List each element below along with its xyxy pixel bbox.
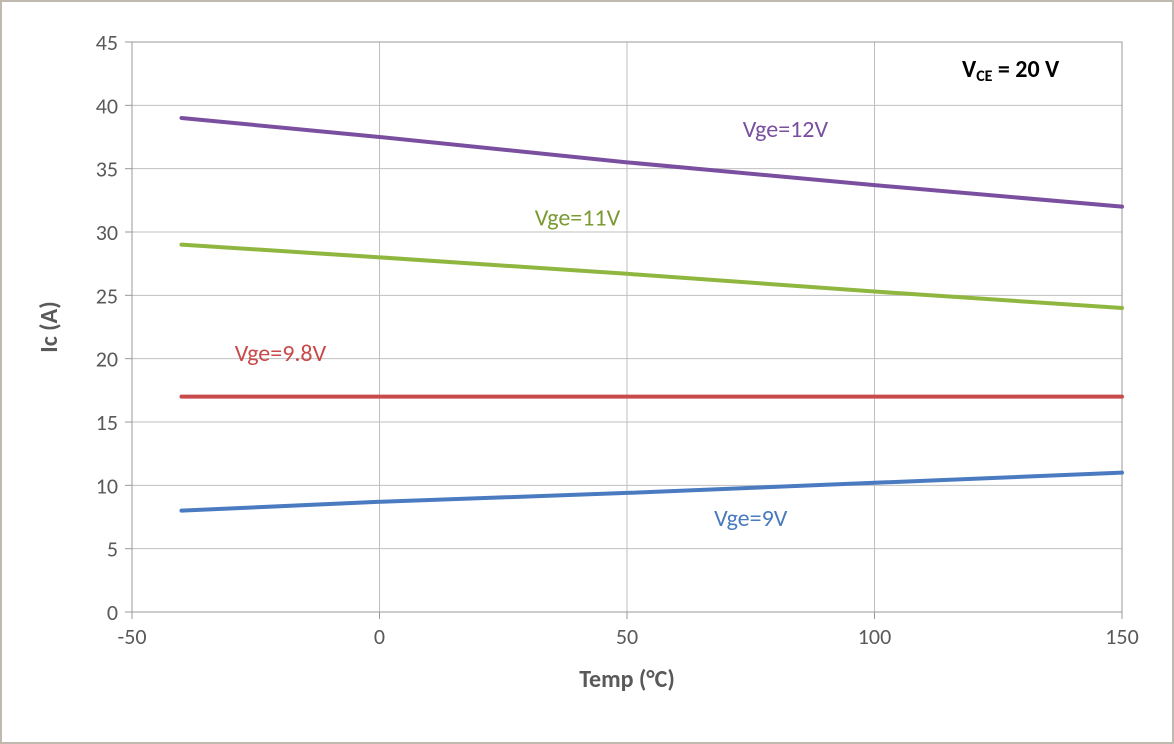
- x-tick-label: 100: [858, 623, 891, 650]
- y-tick-label: 5: [107, 536, 118, 563]
- x-tick-label: 0: [374, 623, 385, 650]
- chart-area: -50050100150051015202530354045Temp (°C)I…: [22, 22, 1152, 722]
- y-tick-label: 35: [96, 156, 118, 183]
- y-tick-label: 30: [96, 219, 118, 246]
- y-axis-label: Ic (A): [35, 301, 64, 352]
- y-tick-label: 0: [107, 599, 118, 626]
- y-tick-label: 25: [96, 282, 118, 309]
- series-label-vge-12v: Vge=12V: [743, 115, 829, 144]
- line-chart-svg: -50050100150051015202530354045Temp (°C)I…: [22, 22, 1156, 726]
- series-label-vge-11v: Vge=11V: [535, 204, 621, 233]
- x-tick-label: -50: [117, 623, 146, 650]
- y-tick-label: 45: [96, 29, 118, 56]
- series-label-vge-9v: Vge=9V: [714, 504, 788, 533]
- y-tick-label: 40: [96, 92, 118, 119]
- series-label-vge-9-8v: Vge=9.8V: [235, 339, 327, 368]
- x-axis-label: Temp (°C): [579, 665, 675, 694]
- x-tick-label: 50: [616, 623, 638, 650]
- x-tick-label: 150: [1105, 623, 1138, 650]
- chart-outer-frame: -50050100150051015202530354045Temp (°C)I…: [0, 0, 1174, 744]
- y-tick-label: 10: [96, 472, 118, 499]
- y-tick-label: 15: [96, 409, 118, 436]
- y-tick-label: 20: [96, 346, 118, 373]
